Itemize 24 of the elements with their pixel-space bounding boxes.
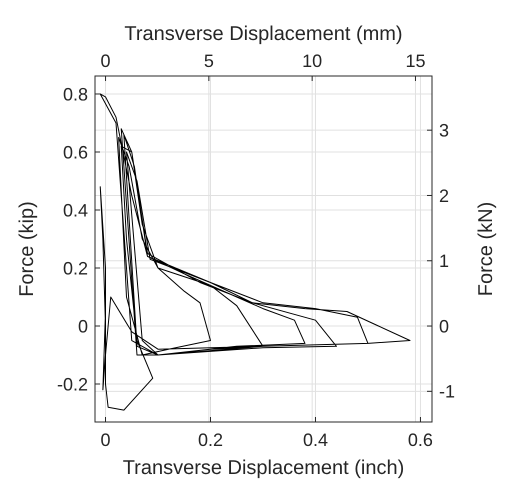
y-axis-title: Force (kip): [16, 201, 38, 297]
y-tick-label: 0.6: [62, 142, 88, 162]
line-series: [100, 93, 410, 411]
y2-tick-label: -1: [439, 382, 456, 402]
y2-tick-label: 3: [439, 120, 450, 140]
y-tick-label: -0.2: [56, 374, 88, 394]
x2-tick-label: 5: [204, 51, 214, 71]
x2-tick-label: 10: [302, 51, 322, 71]
y-tick-label: 0.2: [62, 258, 88, 278]
x-tick-label: 0.6: [408, 430, 433, 450]
y-tick-label: 0: [78, 316, 88, 336]
x2-tick-label: 15: [405, 51, 426, 71]
y2-tick-label: 0: [439, 316, 450, 336]
x-axis-title: Transverse Displacement (inch): [122, 457, 404, 479]
x-tick-label: 0.2: [198, 430, 223, 450]
x2-axis-title: Transverse Displacement (mm): [124, 23, 403, 45]
y-tick-label: 0.4: [62, 200, 88, 220]
y-tick-label: 0.8: [62, 84, 88, 104]
x-tick-label: 0: [100, 430, 111, 450]
y2-axis-title: Force (kN): [475, 202, 497, 296]
x2-tick-label: 0: [100, 51, 111, 71]
y2-tick-label: 1: [439, 251, 450, 272]
x-tick-label: 0.4: [302, 430, 328, 450]
y2-tick-label: 2: [439, 186, 450, 206]
